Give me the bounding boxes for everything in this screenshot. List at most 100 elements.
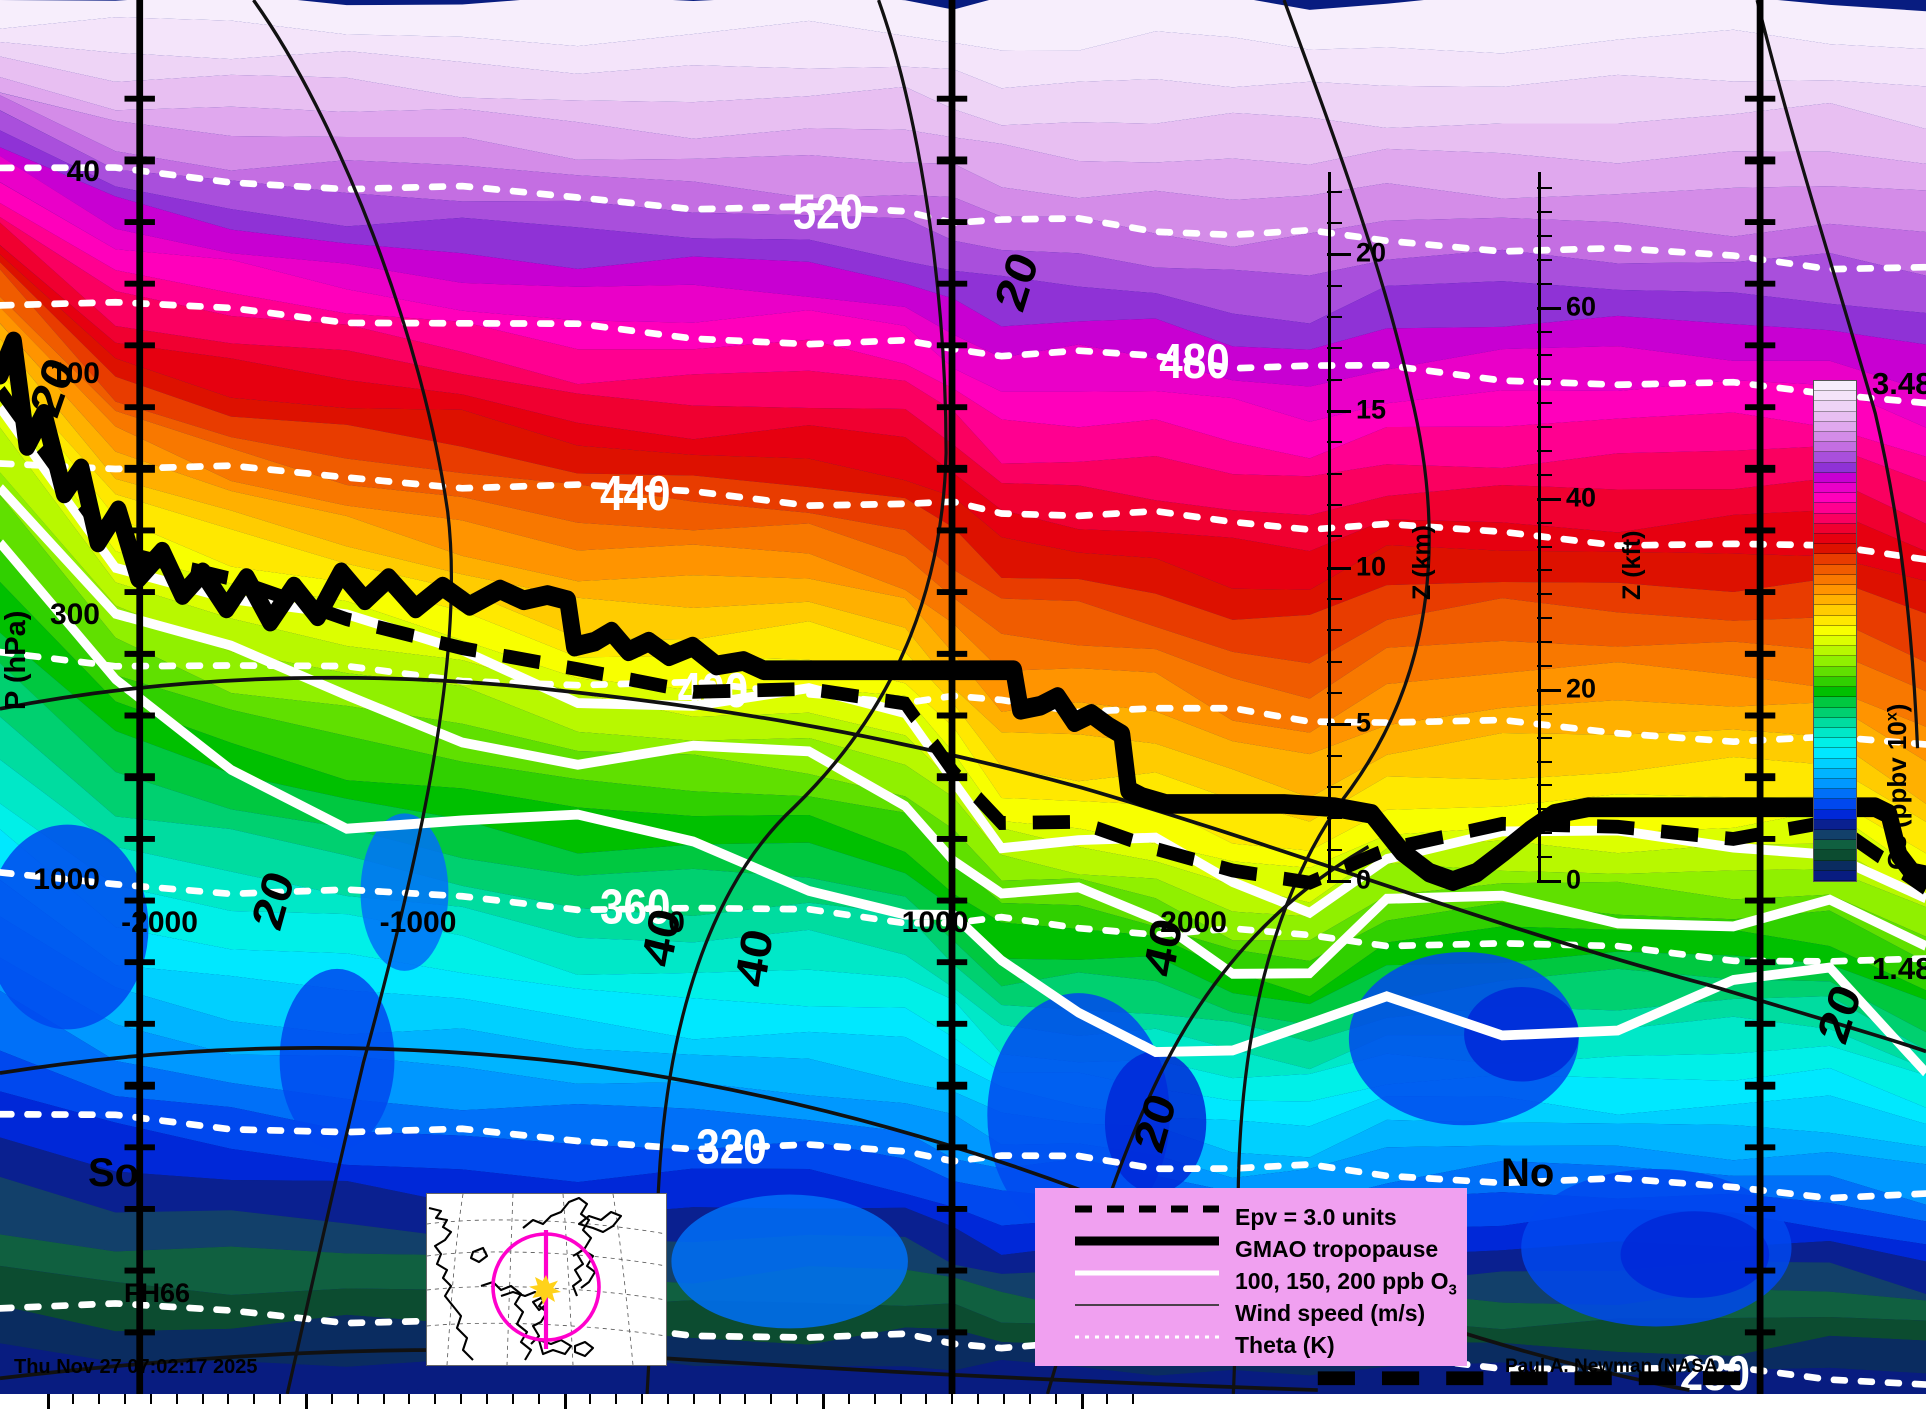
colorbar-min-label: 1.48 [1872,951,1926,986]
legend-key [1073,1266,1221,1299]
z-minor-tick [1327,472,1342,475]
z-minor-tick [1327,222,1342,225]
z-km-axis: 0 5 10 15 20 [1327,172,1386,895]
x-tick-label: 2000 [1160,906,1227,939]
colorbar-segment [1814,554,1856,565]
epv-contour [0,386,1926,895]
z-minor-tick [1537,856,1552,859]
y-tick-label: 300 [49,598,100,632]
z-minor-tick [1537,473,1552,476]
z-minor-tick [1327,598,1342,601]
z-minor-tick [1537,736,1552,739]
z-minor-tick [1537,330,1552,333]
locator-map-svg [427,1194,666,1365]
z-tick-label: 20 [1356,237,1387,268]
theta-contour [0,648,1926,748]
colorbar-segment [1814,615,1856,626]
colorbar-segment [1814,472,1856,484]
thin-black-line-key [1075,1304,1219,1306]
ozone-band [0,0,1926,54]
colorbar-segment [1814,707,1856,718]
z-tick-label: 40 [1566,482,1597,513]
theta-contour [0,298,1926,407]
colorbar-segment [1814,625,1856,637]
z-major-tick [1327,723,1351,727]
z-minor-tick [1327,190,1342,193]
white-dotted-line-key [1075,1335,1219,1339]
legend-key [1073,1298,1221,1331]
dashed-black-line-key [1075,1205,1219,1213]
colorbar-segment [1814,676,1856,688]
x-tick-label: -2000 [121,906,198,939]
colorbar-segment [1814,829,1856,841]
colorbar-segment [1814,748,1856,759]
colorbar-segment [1814,574,1856,586]
ozone-band [0,92,1926,247]
colorbar-segment [1814,687,1856,698]
z-minor-tick [1327,660,1342,663]
z-minor-tick [1537,569,1552,572]
z-minor-tick [1537,784,1552,787]
ozone-band [0,156,1926,428]
z-minor-tick [1537,617,1552,620]
colorbar-segment [1814,605,1856,616]
colorbar-segment [1814,799,1856,810]
z-minor-tick [1327,378,1342,381]
ozone-band [0,77,1926,200]
colorbar-segment [1814,483,1856,494]
z-tick-label: 60 [1566,291,1597,322]
wind-contour [0,675,1926,1054]
z-minor-tick [1327,316,1342,319]
theta-contour-label: 520 [793,183,863,239]
ozone-band [0,582,1926,1005]
colorbar-segment [1814,513,1856,524]
legend-item: GMAO tropopause [1035,1234,1467,1267]
theta-contour [0,164,1926,273]
theta-contour [0,460,1926,563]
z-minor-tick [1537,760,1552,763]
z-axis-line [1328,172,1331,880]
north-america-locator-map[interactable] [426,1193,667,1366]
legend-item: Theta (K) [1035,1330,1467,1363]
z-tick-label: 10 [1356,551,1387,582]
ozone-band [0,130,1926,350]
colorbar-segment [1814,401,1856,412]
z-minor-tick [1537,545,1552,548]
z-tick-label: 5 [1356,707,1372,738]
colorbar-segment [1814,656,1856,667]
legend-item: Wind speed (m/s) [1035,1298,1467,1331]
colorbar-segment [1814,452,1856,463]
colorbar-segment [1814,544,1856,555]
legend-label: Wind speed (m/s) [1235,1300,1426,1326]
z-minor-tick [1537,665,1552,668]
transect-end-label: No [1501,1151,1555,1195]
ozone-contour-100 [0,539,1926,1077]
ozone-band [0,56,1926,165]
z-major-tick [1537,880,1561,883]
z-major-tick [1537,306,1561,310]
z-minor-tick [1537,282,1552,285]
ozone-band [0,371,1926,877]
legend-item: 100, 150, 200 ppb O3 [1035,1266,1467,1299]
z-minor-tick [1327,347,1342,350]
z-major-tick [1327,880,1351,883]
legend-key [1073,1234,1221,1267]
graticule [427,1194,666,1365]
colorbar-segment [1814,860,1856,871]
colorbar-segment [1814,421,1856,433]
legend-label: GMAO tropopause [1235,1236,1439,1262]
z-minor-tick [1537,187,1552,190]
generation-timestamp: Thu Nov 27 07:02:17 2025 [14,1356,258,1378]
colorbar-segment [1814,636,1856,647]
z-minor-tick [1537,450,1552,453]
colorbar-segment [1814,697,1856,708]
x-tick-label: 1000 [901,906,969,939]
y-tick-label: 40 [66,155,100,188]
colorbar-segment [1814,493,1856,504]
colorbar[interactable] [1813,380,1857,882]
colorbar-segment [1814,768,1856,779]
z-minor-tick [1327,504,1342,507]
colorbar-segment [1814,819,1856,830]
